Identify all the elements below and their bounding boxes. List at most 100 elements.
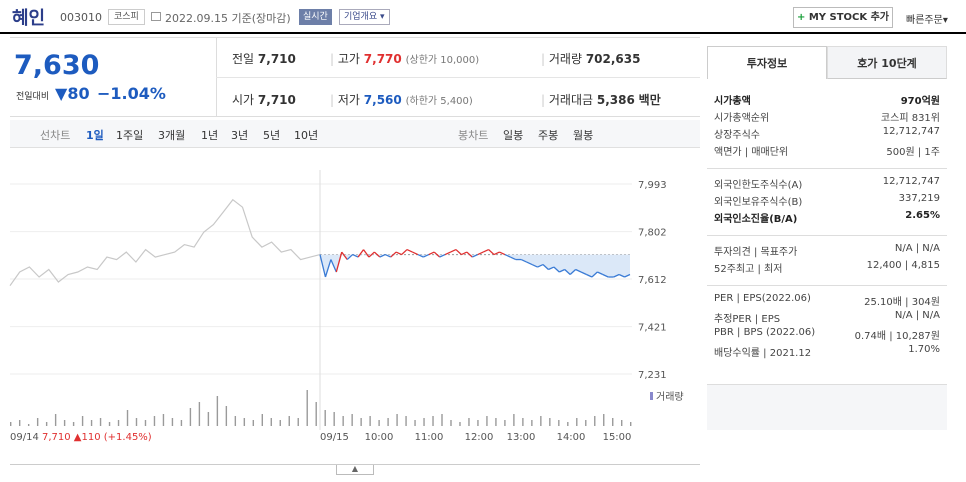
- y-tick-label: 7,231: [638, 370, 667, 381]
- quick-order-label: 빠른주문: [906, 15, 943, 26]
- volume-bar: [63, 420, 66, 426]
- info-value: 12,712,747: [882, 176, 940, 187]
- today-segment: [613, 273, 620, 278]
- today-segment: [520, 258, 527, 263]
- period-1d[interactable]: 1일: [86, 129, 104, 142]
- volume-bar: [189, 408, 192, 426]
- add-mystock-button[interactable]: + MY STOCK 추가: [793, 7, 893, 28]
- amount-value: 5,386: [596, 93, 635, 107]
- candle-monthly[interactable]: 월봉: [573, 129, 594, 142]
- volume-bar: [36, 418, 39, 426]
- info-value: 12,400 | 4,815: [866, 260, 940, 271]
- volume-bar: [594, 416, 596, 426]
- volume-bar: [216, 396, 219, 426]
- volume-bar: [603, 414, 605, 426]
- open-price: 시가 7,710: [232, 91, 296, 108]
- period-bar: [10, 120, 700, 148]
- info-value: 337,219: [898, 193, 940, 204]
- candle-weekly[interactable]: 주봉: [538, 129, 559, 142]
- today-segment: [499, 251, 506, 256]
- volume-bar: [468, 418, 470, 426]
- upper-limit: (상한가 10,000): [405, 55, 480, 66]
- price-chart[interactable]: 7,993 7,802 7,612 7,421 7,231 거래량 09/14 7,710 ▲…: [0, 150, 700, 460]
- volume-bar: [378, 420, 380, 426]
- period-3m[interactable]: 3개월: [158, 129, 186, 142]
- calendar-icon: [151, 12, 161, 21]
- volume-bar: [531, 420, 533, 426]
- volume-bar: [486, 416, 488, 426]
- volume-bar: [144, 420, 147, 426]
- chevron-up-icon: ▲: [351, 464, 359, 473]
- realtime-button[interactable]: 실시간: [299, 9, 332, 25]
- period-1y[interactable]: 1년: [201, 129, 219, 142]
- today-segment: [580, 271, 587, 276]
- today-segment: [368, 251, 375, 258]
- volume-bar: [99, 418, 102, 426]
- open-label: 시가: [232, 93, 255, 107]
- volume-bar: [234, 416, 237, 426]
- today-segment: [575, 268, 582, 273]
- tab-invest-info[interactable]: 투자정보: [707, 46, 827, 79]
- tab-hoga-10[interactable]: 호가 10단계: [827, 46, 947, 79]
- line-chart-label: 선차트: [40, 129, 71, 142]
- today-segment: [542, 264, 549, 271]
- volume-bar: [360, 418, 362, 426]
- low-price: | 저가 7,560 (하한가 5,400): [330, 91, 473, 108]
- x-time-label: 12:00: [465, 432, 494, 443]
- today-segment: [357, 249, 365, 258]
- candle-daily[interactable]: 일봉: [503, 129, 524, 142]
- volume-bar: [198, 402, 201, 426]
- base-date: 2022.09.15 기준(장마감): [165, 12, 291, 25]
- collapse-button[interactable]: ▲: [336, 465, 374, 475]
- volume-bar: [630, 422, 632, 426]
- separator: |: [330, 52, 335, 66]
- chevron-down-icon: ▾: [380, 12, 385, 22]
- today-segment: [417, 253, 424, 258]
- volume-bar: [405, 416, 407, 426]
- period-3y[interactable]: 3년: [231, 129, 249, 142]
- info-row: 상장주식수 12,712,747: [714, 126, 940, 142]
- today-segment: [461, 251, 468, 256]
- y-tick-label: 7,993: [638, 180, 667, 191]
- today-segment: [472, 253, 478, 258]
- info-row: 배당수익률 | 2021.12 1.70%: [714, 344, 940, 360]
- info-row: 시가총액 970억원: [714, 92, 940, 108]
- quick-order-button[interactable]: 빠른주문▾: [906, 11, 948, 26]
- today-segment: [390, 251, 397, 258]
- info-row: 외국인한도주식수(A) 12,712,747: [714, 176, 940, 192]
- corp-info-label: 기업개요: [344, 12, 378, 22]
- period-5y[interactable]: 5년: [263, 129, 281, 142]
- price-summary: [10, 37, 700, 117]
- volume-legend-swatch: [650, 392, 653, 400]
- volume-bar: [261, 414, 263, 426]
- high-value: 7,770: [363, 52, 402, 66]
- today-segment: [335, 251, 343, 273]
- volume-bar: [171, 418, 174, 426]
- info-value: N/A | N/A: [894, 243, 940, 254]
- today-segment: [591, 271, 598, 278]
- volume-bar: [585, 420, 587, 426]
- volume-bar: [459, 422, 461, 426]
- corp-info-dropdown[interactable]: 기업개요 ▾: [339, 9, 390, 25]
- divider: [707, 285, 947, 286]
- prev-close: 전일 7,710: [232, 50, 296, 67]
- industry-box: [707, 384, 947, 430]
- volume-bar: [423, 418, 425, 426]
- prev-day-series: [9, 198, 321, 287]
- volume-bar: [450, 420, 452, 426]
- volume-bar: [558, 420, 560, 426]
- info-label: 액면가 | 매매단위: [714, 147, 789, 158]
- period-1w[interactable]: 1주일: [116, 129, 144, 142]
- today-segment: [602, 273, 609, 278]
- volume-bar: [18, 420, 21, 426]
- today-segment: [444, 251, 451, 256]
- change-value: ▼80: [55, 84, 90, 103]
- today-segment: [482, 248, 489, 253]
- stock-code: 003010: [60, 11, 102, 24]
- right-panel-tabs: 투자정보 호가 10단계: [707, 46, 947, 79]
- amount-unit: 백만: [638, 93, 661, 107]
- today-segment: [526, 261, 533, 266]
- today-segment: [466, 251, 473, 258]
- info-label: 투자의견 | 목표주가: [714, 247, 798, 258]
- period-10y[interactable]: 10년: [294, 129, 319, 142]
